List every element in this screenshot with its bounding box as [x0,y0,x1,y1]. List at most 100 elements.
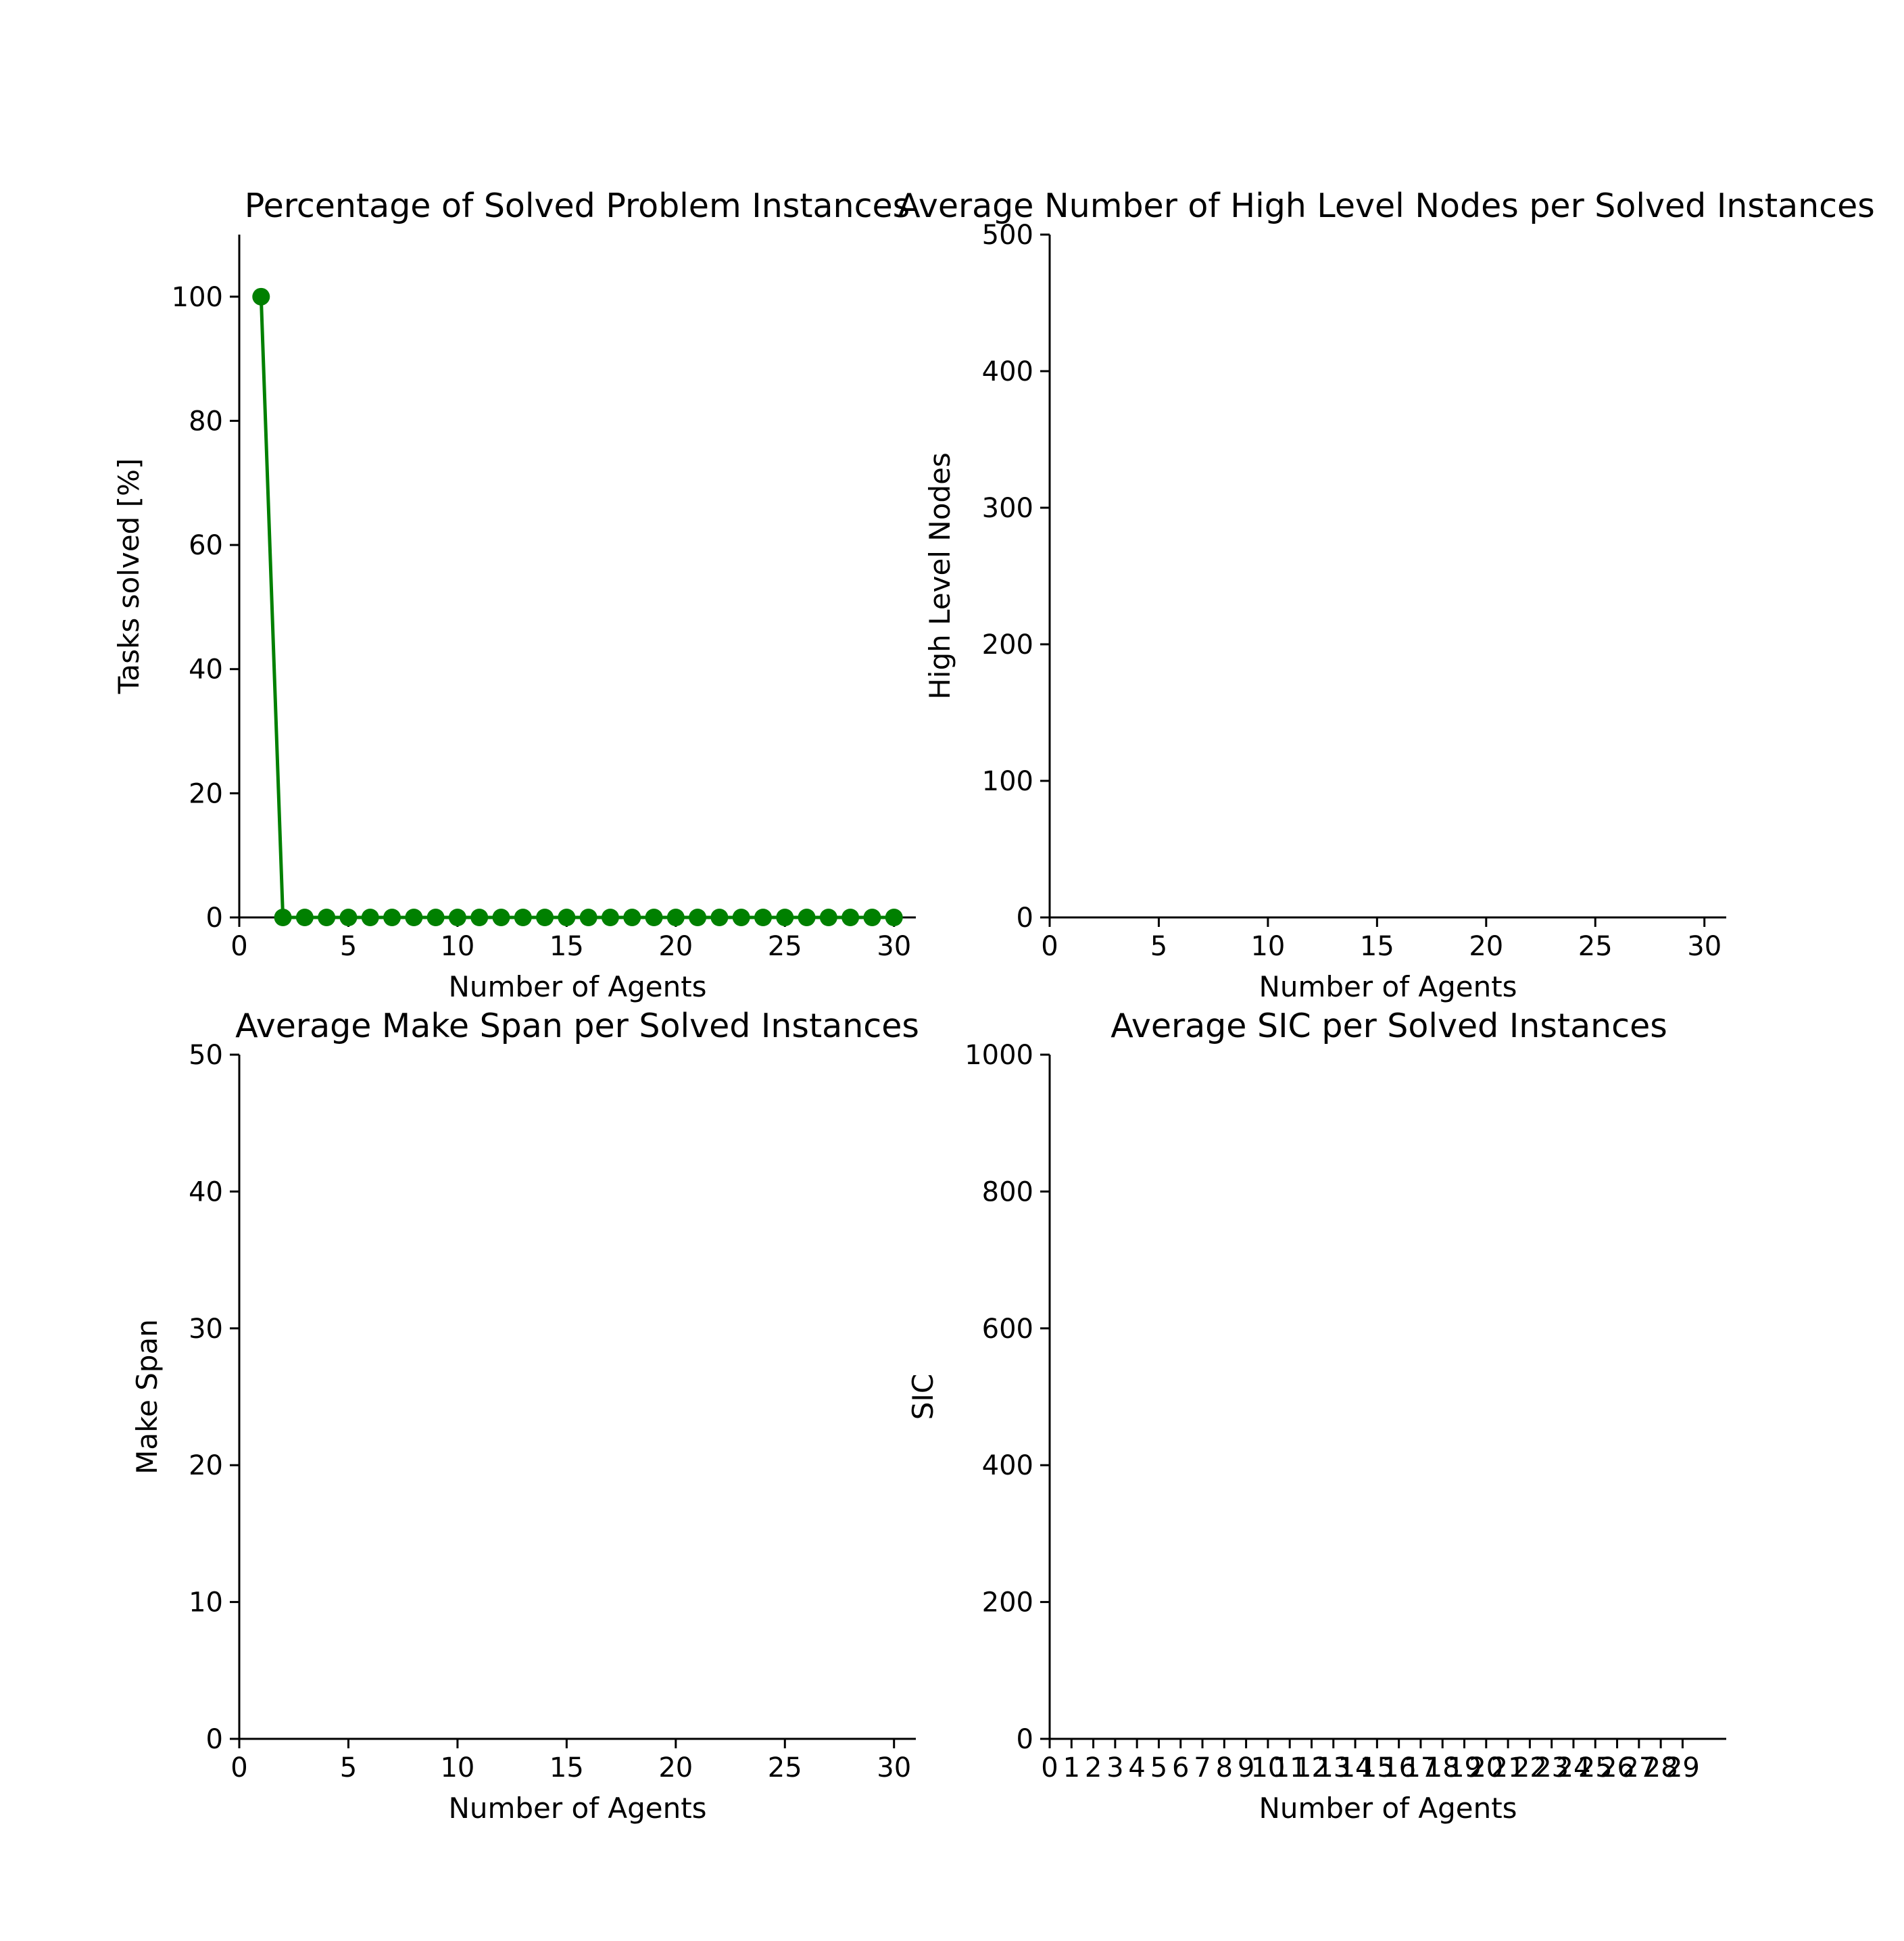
x-tick-label: 20 [658,1752,693,1783]
y-tick-label: 30 [189,1314,223,1345]
y-axis-label: SIC [906,1374,939,1420]
y-tick-label: 600 [982,1314,1033,1345]
x-tick-label: 0 [230,1752,247,1783]
x-axis-label: Number of Agents [1259,970,1517,1003]
y-axis-label: Make Span [130,1319,164,1475]
x-tick-label: 6 [1172,1752,1189,1783]
x-tick-label: 1 [1063,1752,1080,1783]
data-point [798,909,816,926]
x-tick-label: 10 [1250,931,1285,962]
y-tick-label: 200 [982,1587,1033,1619]
data-point [732,909,750,926]
chart-panel-1: Percentage of Solved Problem Instances 0 5… [112,187,916,1003]
data-point [819,909,837,926]
y-tick-label: 300 [982,493,1033,524]
x-tick-label: 25 [1578,1752,1613,1783]
data-point [754,909,772,926]
data-point [579,909,597,926]
x-tick-label: 30 [1687,931,1722,962]
x-tick-label: 19 [1447,1752,1482,1783]
x-tick-label: 26 [1600,1752,1634,1783]
x-tick-label: 4 [1128,1752,1145,1783]
data-point [318,909,336,926]
x-tick-label: 10 [440,1752,474,1783]
data-point [666,909,685,926]
x-tick-label: 29 [1665,1752,1700,1783]
x-tick-label: 12 [1294,1752,1329,1783]
x-tick-label: 25 [1578,931,1613,962]
x-tick-label: 10 [440,931,474,962]
data-point [623,909,641,926]
y-tick-label: 80 [189,406,223,437]
data-point [558,909,576,926]
data-point [274,909,292,926]
data-point [448,909,466,926]
y-tick-label: 50 [189,1040,223,1071]
y-tick-label: 40 [189,654,223,686]
x-tick-label: 11 [1273,1752,1307,1783]
x-tick-label: 2 [1085,1752,1102,1783]
data-point [252,287,270,306]
y-tick-label: 400 [982,356,1033,387]
x-tick-label: 21 [1491,1752,1525,1783]
y-tick-label: 0 [1017,1724,1033,1755]
x-tick-label: 5 [1150,1752,1167,1783]
y-tick-label: 100 [982,766,1033,797]
x-tick-label: 5 [1150,931,1167,962]
data-point [426,909,445,926]
x-tick-label: 7 [1194,1752,1211,1783]
y-tick-label: 10 [189,1587,223,1619]
y-tick-label: 1000 [965,1040,1033,1071]
x-axis-label: Number of Agents [1259,1792,1517,1825]
x-tick-label: 23 [1534,1752,1569,1783]
y-tick-label: 200 [982,629,1033,661]
x-tick-label: 20 [658,931,693,962]
x-tick-label: 30 [877,1752,911,1783]
x-tick-label: 17 [1403,1752,1438,1783]
data-point [710,909,729,926]
x-tick-label: 8 [1216,1752,1233,1783]
data-point [645,909,663,926]
chart-title: Percentage of Solved Problem Instances [245,187,910,225]
y-tick-label: 20 [189,1450,223,1481]
x-tick-label: 15 [550,1752,584,1783]
y-tick-label: 800 [982,1176,1033,1207]
x-tick-label: 13 [1316,1752,1350,1783]
data-point [536,909,554,926]
x-tick-label: 28 [1644,1752,1678,1783]
data-point [405,909,423,926]
data-point [295,909,314,926]
y-tick-label: 0 [1017,903,1033,934]
x-tick-label: 3 [1106,1752,1123,1783]
chart-panel-2: Average Number of High Level Nodes per S… [898,187,1875,1003]
data-point [514,909,532,926]
chart-title: Average Number of High Level Nodes per S… [898,187,1875,225]
data-point [492,909,510,926]
y-tick-label: 20 [189,778,223,809]
x-tick-label: 0 [1041,1752,1058,1783]
x-tick-label: 22 [1513,1752,1547,1783]
x-tick-label: 0 [1041,931,1058,962]
x-axis-label: Number of Agents [448,970,706,1003]
data-point [885,909,903,926]
x-tick-label: 25 [768,931,802,962]
chart-title: Average Make Span per Solved Instances [235,1007,919,1045]
x-tick-label: 20 [1469,1752,1503,1783]
chart-panel-3: Average Make Span per Solved Instances 0 5… [130,1007,919,1825]
x-axis-label: Number of Agents [448,1792,706,1825]
x-tick-label: 20 [1469,931,1503,962]
x-tick-label: 15 [1360,1752,1394,1783]
y-tick-label: 60 [189,530,223,561]
x-tick-label: 16 [1382,1752,1416,1783]
data-point [339,909,358,926]
data-point [863,909,881,926]
data-point [841,909,860,926]
x-tick-label: 18 [1425,1752,1460,1783]
y-tick-label: 100 [172,282,223,313]
y-axis-label: High Level Nodes [923,452,956,700]
x-tick-label: 0 [230,931,247,962]
data-point [361,909,379,926]
x-tick-label: 5 [340,931,357,962]
y-tick-label: 500 [982,220,1033,251]
